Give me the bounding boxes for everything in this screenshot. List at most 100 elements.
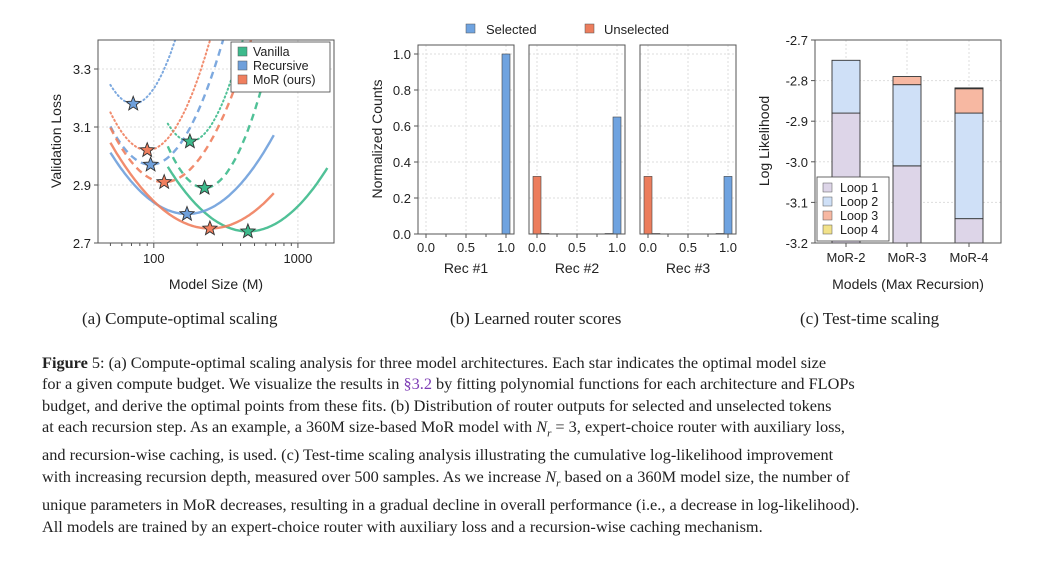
router-subplot-3: 0.0 0.5 1.0 Rec #3 (639, 44, 737, 276)
legend-label-loop3: Loop 3 (840, 209, 878, 223)
panel-b-yticks: 0.0 0.2 0.4 0.6 0.8 1.0 (393, 47, 418, 242)
legend-swatch-loop1 (822, 182, 833, 193)
caption-text: = 3, expert-choice router with auxiliary… (551, 416, 845, 436)
math-subscript: r (547, 427, 552, 440)
bar-selected (723, 176, 733, 235)
legend-label-recursive: Recursive (253, 59, 309, 73)
legend-label-loop2: Loop 2 (840, 195, 878, 209)
ytick-label: -2.7 (786, 33, 808, 48)
panel-b-legend: Selected Unselected (465, 22, 669, 37)
stacked-bar-loop-3 (892, 76, 922, 86)
xtick-label: 1.0 (719, 240, 737, 255)
ytick-label: 2.9 (73, 178, 91, 193)
legend-swatch-loop2 (822, 196, 833, 207)
math-subscript: r (556, 476, 561, 489)
caption-figure-label: Figure (42, 353, 88, 372)
legend-swatch-loop3 (822, 210, 833, 221)
panel-c-frame (814, 39, 1002, 244)
panel-b-ylabel: Normalized Counts (369, 79, 385, 198)
xtick-label: 0.5 (679, 240, 697, 255)
panel-c-ticks: -3.2 -3.1 -3.0 -2.9 -2.8 -2.7 MoR-2 MoR-3 MoR-4 (786, 33, 989, 265)
caption-text: unique parameters in MoR decreases, resu… (42, 495, 860, 515)
subplot-xlabel: Rec #3 (666, 260, 711, 276)
stacked-bar-loop-1 (954, 218, 984, 244)
caption-text: at each recursion step. As an example, a… (42, 416, 537, 436)
fit-curve-mor-solid (109, 142, 275, 230)
legend-label-mor: MoR (ours) (253, 73, 316, 87)
router-subplot-1: 0.0 0.5 1.0 Rec #1 (417, 44, 515, 276)
fit-curve-mor-dashed (109, 40, 253, 184)
ytick-label: 2.7 (73, 236, 91, 251)
optimal-star-icon (196, 179, 213, 196)
xtick-label: 0.0 (639, 240, 657, 255)
optimal-star-icon (178, 205, 196, 222)
xtick-label: MoR-2 (826, 250, 865, 265)
panel-a-frame (97, 39, 335, 244)
caption-text: 5: (a) Compute-optimal scaling analysis … (87, 353, 827, 372)
figure-caption: Figure 5: (a) Compute-optimal scaling an… (42, 352, 1032, 537)
legend-label-loop1: Loop 1 (840, 181, 878, 195)
xtick-label: MoR-3 (887, 250, 926, 265)
panel-c-legend: Loop 1 Loop 2 Loop 3 Loop 4 (816, 176, 890, 242)
subplot-frame (417, 44, 515, 235)
xtick-label: 100 (143, 251, 165, 266)
ytick-label: 0.8 (393, 83, 411, 98)
ytick-label: 0.4 (393, 155, 411, 170)
ytick-label: -2.8 (786, 74, 808, 89)
xtick-label: MoR-4 (949, 250, 988, 265)
subplot-frame (528, 44, 626, 235)
subcaption-a: (a) Compute-optimal scaling (82, 309, 278, 328)
panel-a-legend: Vanilla Recursive MoR (ours) (230, 41, 331, 93)
section-reference-link[interactable]: §3.2 (403, 374, 432, 394)
ytick-label: -3.0 (786, 155, 808, 170)
ytick-label: 0.0 (393, 227, 411, 242)
legend-swatch-unselected (584, 23, 595, 34)
legend-label-selected: Selected (486, 22, 537, 37)
caption-line: budget, and derive the optimal points fr… (42, 395, 1032, 416)
optimal-star-icon (138, 141, 156, 158)
caption-text: for a given compute budget. We visualize… (42, 374, 404, 394)
panel-a-compute-optimal-scaling: 2.7 2.9 3.1 3.3 100 1000 Model Size (M) Valid… (48, 39, 335, 292)
fit-curve-mor-dotted (109, 40, 212, 152)
panel-c-ylabel: Log Likelihood (756, 96, 772, 186)
xtick-label: 1.0 (497, 240, 515, 255)
legend-swatch-selected (465, 23, 476, 34)
router-subplot-2: 0.0 0.5 1.0 Rec #2 (528, 44, 626, 276)
caption-line: unique parameters in MoR decreases, resu… (42, 494, 1032, 515)
optimal-star-icon (239, 222, 257, 239)
math-symbol: N (536, 416, 548, 436)
fit-curve-recursive-dashed (109, 40, 225, 166)
caption-text: based on a 360M model size, the number o… (560, 466, 850, 486)
subcaption-b: (b) Learned router scores (450, 309, 622, 328)
legend-swatch-loop4 (822, 224, 833, 235)
xtick-label: 1000 (283, 251, 312, 266)
ytick-label: -3.2 (786, 236, 808, 251)
fit-curve-vanilla-dashed (166, 40, 276, 190)
legend-label-unselected: Unselected (604, 22, 669, 37)
xtick-label: 1.0 (608, 240, 626, 255)
legend-label-loop4: Loop 4 (840, 223, 878, 237)
ytick-label: 3.3 (73, 62, 91, 77)
panel-b-subplots: 0.0 0.5 1.0 Rec #1 0.0 0.5 1.0 Rec #2 0.0 0.5 1.0 R… (417, 44, 737, 276)
fit-curve-recursive-dotted (109, 40, 177, 105)
optimal-star-icon (142, 155, 159, 172)
ytick-label: 0.6 (393, 119, 411, 134)
panel-c-xlabel: Models (Max Recursion) (832, 276, 984, 292)
caption-text: with increasing recursion depth, measure… (42, 466, 546, 486)
xtick-label: 0.5 (457, 240, 475, 255)
bar-unselected (532, 176, 542, 235)
ytick-label: 0.2 (393, 191, 411, 206)
legend-swatch-vanilla (237, 46, 248, 57)
xtick-label: 0.0 (528, 240, 546, 255)
optimal-star-icon (155, 173, 173, 190)
figure-canvas: 2.7 2.9 3.1 3.3 100 1000 Model Size (M) Valid… (48, 22, 1002, 292)
panel-c-bars (831, 59, 984, 244)
legend-swatch-mor (237, 74, 248, 85)
panel-a-optimal-stars (124, 95, 257, 239)
stacked-bar-loop-4 (954, 87, 984, 90)
xtick-label: 0.0 (417, 240, 435, 255)
bar-unselected (643, 176, 653, 235)
panel-a-xlabel: Model Size (M) (169, 276, 263, 292)
